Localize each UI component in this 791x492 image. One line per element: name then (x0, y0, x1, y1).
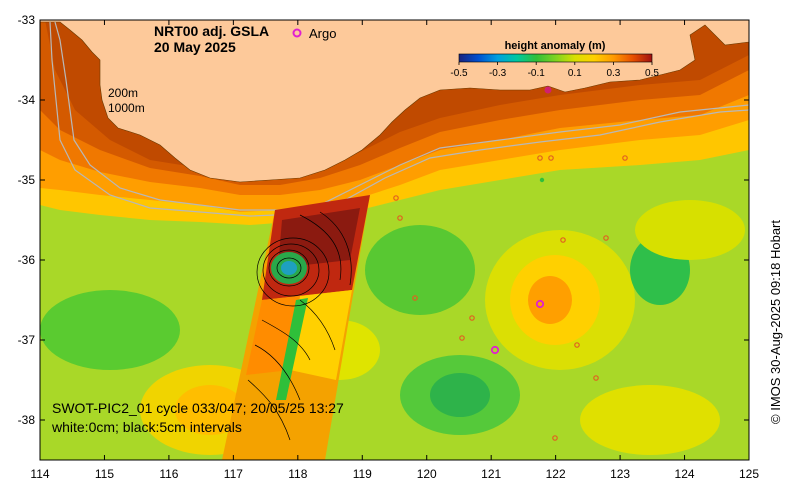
y-tick-label: -33 (18, 13, 36, 27)
drifter-marker (537, 155, 543, 161)
drifter-marker (593, 375, 599, 381)
map-date: 20 May 2025 (154, 39, 236, 55)
colorbar-tick-label: -0.1 (528, 68, 546, 79)
y-tick-label: -34 (18, 93, 36, 107)
drifter-marker (539, 177, 545, 183)
colorbar-ticks: -0.5 -0.3 -0.1 0.1 0.3 0.5 (450, 62, 659, 79)
swath-low-streak (276, 298, 308, 400)
colorbar-title: height anomaly (m) (505, 40, 606, 52)
drifter-marker (548, 155, 554, 161)
swath-mid-east (290, 290, 352, 380)
plot-frame (39, 19, 750, 461)
colorbar-tick-label: -0.5 (450, 68, 468, 79)
x-tick-label: 122 (546, 467, 566, 481)
x-tick-label: 119 (353, 467, 372, 481)
drifter-marker (603, 235, 609, 241)
warm-core-southwest (175, 385, 245, 435)
swot-pass-info: SWOT-PIC2_01 cycle 033/047; 20/05/25 13:… (52, 400, 344, 416)
argo-float-marker (490, 345, 500, 355)
x-tick-label: 123 (610, 467, 630, 481)
x-tick-label: 121 (481, 467, 501, 481)
imos-credit: © IMOS 30-Aug-2025 09:18 Hobart (768, 220, 783, 424)
cool-region-center (365, 225, 475, 315)
swath-contours (247, 211, 352, 441)
drifter-marker (622, 155, 628, 161)
y-tick-label: -35 (18, 173, 36, 187)
warm-region-southeast (580, 385, 720, 455)
argo-float-marker (544, 86, 552, 94)
float-markers (393, 86, 628, 441)
depth-label-1000m: 1000m (108, 101, 145, 115)
drifter-marker (397, 215, 403, 221)
x-tick-label: 120 (417, 467, 437, 481)
argo-legend: Argo (292, 26, 336, 41)
y-tick-label: -37 (18, 333, 36, 347)
swath-high-core (278, 208, 360, 268)
colorbar-tick-label: 0.1 (568, 68, 582, 79)
swot-swath (222, 195, 370, 460)
y-tick-label: -36 (18, 253, 36, 267)
swot-contour-info: white:0cm; black:5cm intervals (51, 419, 242, 435)
cool-region-west (40, 290, 180, 370)
contour-200m (54, 21, 749, 211)
x-tick-label: 117 (224, 467, 243, 481)
depth-label-200m: 200m (108, 86, 138, 100)
colorbar-tick-label: -0.3 (489, 68, 507, 79)
argo-legend-label: Argo (309, 26, 336, 41)
x-tick-label: 118 (288, 467, 307, 481)
anomaly-field (40, 200, 745, 455)
drifter-marker (560, 237, 566, 243)
x-tick-label: 114 (30, 467, 49, 481)
drifter-marker (412, 295, 418, 301)
argo-float-marker (535, 299, 545, 309)
colorbar: height anomaly (m) -0.5 -0.3 -0.1 0.1 0.3 0.5 (450, 40, 659, 79)
argo-legend-icon (292, 28, 302, 38)
map-title: NRT00 adj. GSLA (154, 23, 269, 39)
colorbar-strip (458, 53, 653, 63)
y-axis: -33 -34 -35 -36 -37 -38 (18, 13, 749, 427)
drifter-marker (393, 195, 399, 201)
warm-eddy-core (528, 276, 572, 324)
plot-area (40, 20, 749, 460)
warm-region-east (635, 200, 745, 260)
drifter-marker (552, 435, 558, 441)
drifter-marker (459, 335, 465, 341)
x-tick-label: 124 (675, 467, 695, 481)
x-tick-label: 116 (159, 467, 178, 481)
x-axis: 114 115 116 117 118 119 120 121 122 123 124 125 (30, 20, 759, 481)
swath-eddy-core (281, 261, 297, 275)
drifter-marker (574, 342, 580, 348)
drifter-marker (469, 315, 475, 321)
x-tick-label: 115 (95, 467, 114, 481)
x-tick-label: 125 (739, 467, 759, 481)
y-tick-label: -38 (18, 413, 36, 427)
colorbar-tick-label: 0.3 (606, 68, 620, 79)
colorbar-tick-label: 0.5 (645, 68, 659, 79)
cool-eddy-south-core (430, 373, 490, 417)
